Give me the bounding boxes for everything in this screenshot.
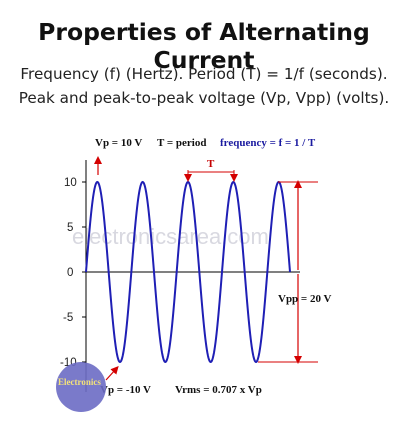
annotation-vp-negative: Vp = -10 V xyxy=(100,384,151,396)
annotation-vrms: Vrms = 0.707 x Vp xyxy=(175,384,262,396)
annotation-frequency: frequency = f = 1 / T xyxy=(220,137,316,149)
y-tick-marks xyxy=(82,181,86,363)
period-marker-label: T xyxy=(207,158,215,170)
subtitle-peak-voltage: Peak and peak-to-peak voltage (Vp, Vpp) … xyxy=(18,89,390,107)
logo-circle xyxy=(56,362,106,412)
site-logo: Electronics xyxy=(56,362,106,412)
y-tick-label: 5 xyxy=(67,222,73,234)
page-title: Properties of Alternating Current xyxy=(38,18,370,74)
y-tick-label: 0 xyxy=(67,267,73,279)
logo-text: Electronics xyxy=(58,377,101,387)
subtitle-frequency-period: Frequency (f) (Hertz). Period (T) = 1/f … xyxy=(20,65,388,83)
watermark-text: electronicsarea.com xyxy=(72,224,269,249)
y-tick-label: 10 xyxy=(64,177,77,189)
negative-peak-arrow xyxy=(105,366,119,381)
annotation-period: T = period xyxy=(157,137,206,149)
annotation-vpp: Vpp = 20 V xyxy=(278,293,331,305)
annotation-vp-positive: Vp = 10 V xyxy=(95,137,142,149)
y-tick-label: -5 xyxy=(63,312,73,324)
sine-wave xyxy=(85,180,291,364)
